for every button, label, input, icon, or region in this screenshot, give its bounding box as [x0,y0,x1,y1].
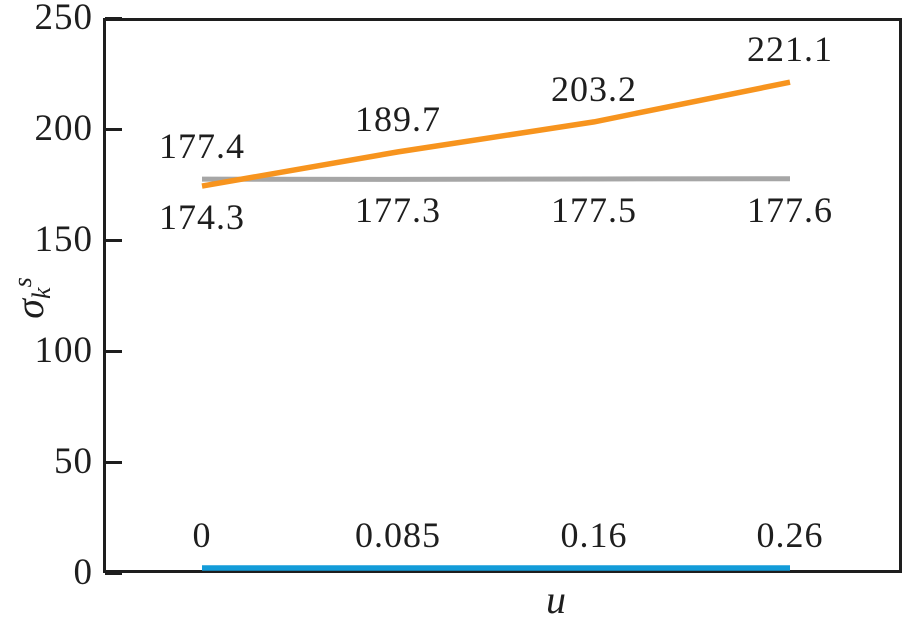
orange-line-value-label: 221.1 [747,29,833,70]
orange-line-value-label: 189.7 [355,98,441,139]
y-tick-label: 50 [54,441,93,482]
y-tick-label: 0 [73,552,93,593]
y-tick-label: 100 [34,330,93,371]
y-axis-label: σks [7,277,56,319]
blue-line-value-label: 0.26 [756,515,824,555]
blue-line-value-label: 0 [192,515,212,555]
gray-line-value-label: 177.4 [159,126,245,167]
y-tick-mark [105,349,122,353]
orange-line-value-label: 174.3 [159,197,245,238]
y-axis-label-sub: k [27,287,56,299]
y-tick-mark [105,460,122,464]
y-tick-label: 200 [34,108,93,149]
y-tick-mark [105,238,122,242]
y-tick-mark [105,16,122,20]
blue-line-value-label: 0.085 [355,515,441,555]
gray-line-value-label: 177.3 [355,190,441,231]
y-tick-mark [105,127,122,131]
y-axis-label-sup: s [8,277,37,288]
gray-line-value-label: 177.5 [551,189,637,230]
x-axis-label: u [546,577,566,622]
orange-line-value-label: 203.2 [551,68,637,109]
y-tick-mark [105,571,122,575]
y-tick-label: 250 [34,0,93,38]
y-tick-label: 150 [34,219,93,260]
y-axis-label-sigma: σ [7,298,52,319]
gray-line-value-label: 177.6 [747,189,833,230]
blue-line-value-label: 0.16 [560,515,628,555]
plot-area [103,18,902,573]
